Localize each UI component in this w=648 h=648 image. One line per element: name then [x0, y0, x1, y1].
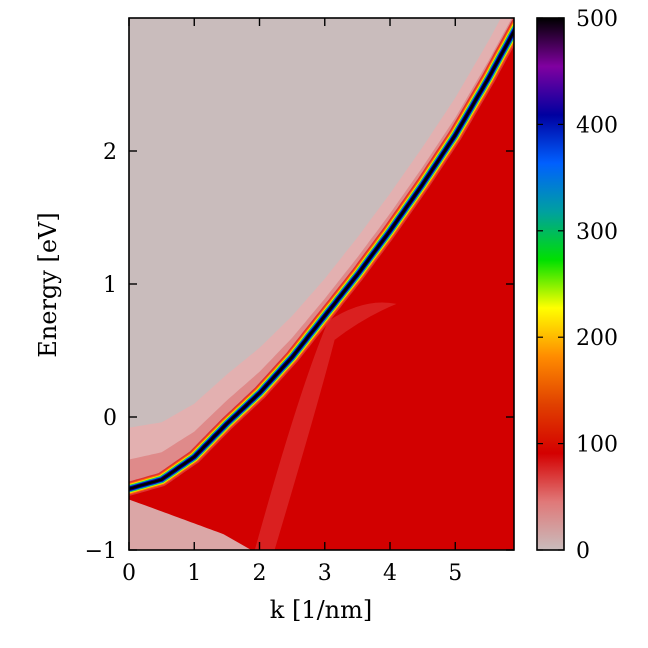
y-tick-label: 1 [103, 273, 117, 298]
x-ticks: 0 1 2 3 4 5 [122, 18, 462, 586]
colorbar-tick-label: 0 [576, 539, 590, 564]
colorbar-tick-label: 300 [576, 220, 618, 245]
x-tick-label: 5 [448, 561, 462, 586]
low-lighter-region [129, 499, 252, 550]
x-tick-label: 4 [383, 561, 397, 586]
secondary-lobe [254, 302, 397, 550]
heatmap-plot-area [129, 18, 514, 550]
colorbar-tick-label: 200 [576, 326, 618, 351]
x-tick-label: 1 [187, 561, 201, 586]
x-axis-label: k [1/nm] [270, 596, 372, 624]
colorbar-tick-label: 500 [576, 7, 618, 32]
colorbar-tick-label: 400 [576, 113, 618, 138]
y-tick-label: 0 [103, 406, 117, 431]
y-ticks: −1 0 1 2 [85, 140, 514, 564]
peak-ridge-stroke [129, 28, 514, 491]
red-intensity-region [129, 27, 514, 550]
x-tick-label: 0 [122, 561, 136, 586]
colorbar-tick-label: 100 [576, 433, 618, 458]
colorbar: 0 100 200 300 400 500 [536, 7, 618, 564]
colorbar-ticks: 0 100 200 300 400 500 [537, 7, 618, 564]
y-tick-label: −1 [85, 539, 117, 564]
x-tick-label: 3 [318, 561, 332, 586]
y-axis-label: Energy [eV] [34, 212, 62, 357]
colorbar-gradient [536, 17, 565, 551]
y-tick-label: 2 [103, 140, 117, 165]
dispersion-peak [129, 18, 514, 496]
x-tick-label: 2 [253, 561, 267, 586]
